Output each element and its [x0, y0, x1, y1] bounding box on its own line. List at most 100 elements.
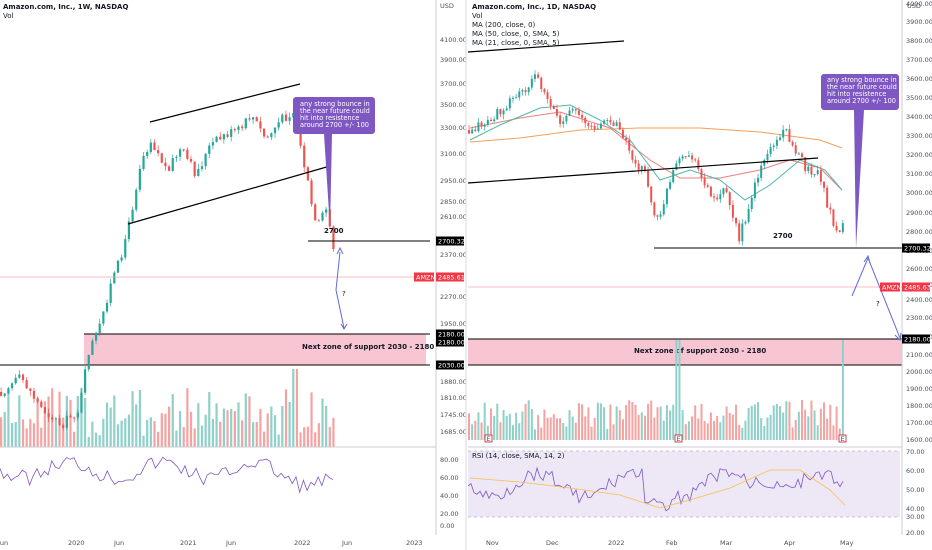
y-tick-label: 1745.00 [440, 411, 467, 419]
indicator-ma50: MA (50, close, 0, SMA, 5) [472, 30, 560, 38]
candle [599, 123, 602, 129]
volume-bar [508, 413, 511, 440]
volume-bar [29, 418, 32, 447]
price-marker-badge [436, 236, 464, 246]
candle [691, 155, 694, 160]
volume-bar [178, 411, 182, 447]
candle [647, 170, 650, 187]
candle [823, 181, 826, 188]
earnings-marker-label: E [487, 435, 491, 443]
indicator-ma21: MA (21, close, 0, SMA, 5) [472, 39, 560, 47]
candle [697, 160, 700, 170]
volume-bar [769, 414, 772, 440]
candle [474, 129, 477, 132]
candle [530, 78, 533, 88]
volume-bar [171, 394, 174, 447]
candle [678, 158, 681, 164]
note-line-2: the near future could [827, 83, 897, 91]
candle [779, 137, 782, 140]
candle [760, 165, 763, 178]
x-tick-label: Feb [666, 539, 678, 547]
symbol-label: AMZN [882, 283, 902, 291]
neckline[interactable] [467, 157, 819, 184]
annotation-note[interactable]: any strong bounce in the near future cou… [821, 74, 899, 248]
volume-bar [480, 422, 483, 440]
candle [29, 388, 32, 391]
rsi-tick-label: 60.00 [440, 474, 459, 482]
y-tick-label: 2950.00 [440, 177, 467, 185]
candle [98, 323, 101, 333]
y-tick-label: 2300.00 [906, 314, 932, 322]
volume-bar [332, 417, 335, 447]
volume-bar [277, 434, 280, 447]
candle [116, 260, 120, 273]
y-tick-label: 3800.00 [906, 37, 932, 45]
note-line-2: the near future could [300, 107, 370, 115]
volume-bar [21, 419, 25, 447]
candle [230, 129, 233, 137]
volume-bar [54, 419, 57, 447]
volume-bar [826, 418, 829, 440]
y-tick-label: 1800.00 [906, 402, 932, 410]
volume-bar [527, 400, 530, 440]
daily-chart-panel[interactable]: Next zone of support 2030 - 2180 E E E 270… [465, 0, 932, 550]
x-tick-label: Nov [486, 539, 499, 547]
volume-bar [593, 417, 596, 440]
volume-bar [226, 410, 229, 447]
note-line-1: any strong bounce in [300, 100, 370, 108]
candle [18, 374, 21, 378]
candle [131, 209, 134, 222]
candle [744, 221, 747, 224]
annotation-note[interactable]: any strong bounce in the near future cou… [293, 97, 375, 228]
volume-bar [303, 427, 306, 447]
volume-bar [596, 402, 599, 440]
volume-bar [571, 416, 574, 440]
channel-lower-line[interactable] [127, 165, 331, 225]
y-tick-label: 1880.00 [440, 378, 467, 386]
candle [208, 145, 211, 154]
volume-bar [590, 426, 593, 440]
candle [788, 129, 791, 142]
candle [62, 425, 65, 428]
left-chart-vol: Vol [3, 12, 14, 20]
candle [681, 156, 684, 159]
ma200-line [469, 127, 843, 149]
candle [483, 124, 486, 127]
y-tick-label: 3500.00 [906, 94, 932, 102]
candle [138, 168, 141, 190]
volume-bar [3, 411, 6, 447]
channel-upper-line[interactable] [149, 83, 301, 123]
volume-bar [483, 402, 486, 440]
volume-bar [841, 340, 844, 440]
volume-bar [628, 400, 631, 440]
x-axis-ticks: Nov Dec 2022 Feb Mar Apr May [486, 539, 854, 547]
candle [725, 188, 728, 193]
volume-bar [757, 402, 760, 440]
candle [325, 209, 328, 213]
volume-bar [69, 399, 72, 447]
weekly-chart-panel[interactable]: Next zone of support 2030 - 2180 2700 an… [0, 0, 467, 550]
candle [471, 129, 474, 134]
volume-bar [549, 417, 552, 440]
price-marker-badge [436, 329, 464, 339]
volume-bar [468, 413, 470, 440]
y-tick-label: 1600.00 [906, 436, 932, 444]
candle [581, 114, 584, 118]
volume-bar [691, 416, 694, 440]
volume-bar [647, 403, 650, 440]
volume-bar [164, 413, 167, 447]
candle [804, 157, 807, 171]
note-line-3: hit into resistence [300, 114, 359, 122]
volume-bar [543, 409, 546, 440]
volume-bar [810, 400, 813, 440]
candle [259, 121, 262, 129]
volume-bar [779, 406, 782, 440]
upper-trend-line[interactable] [467, 40, 625, 53]
volume-bar [791, 427, 794, 440]
volume-bar [555, 418, 558, 440]
x-tick-label: Dec [546, 539, 559, 547]
volume-bar [157, 431, 160, 447]
rsi-pane [467, 450, 900, 518]
volume-bar [700, 403, 703, 440]
volume-bar [211, 418, 215, 447]
